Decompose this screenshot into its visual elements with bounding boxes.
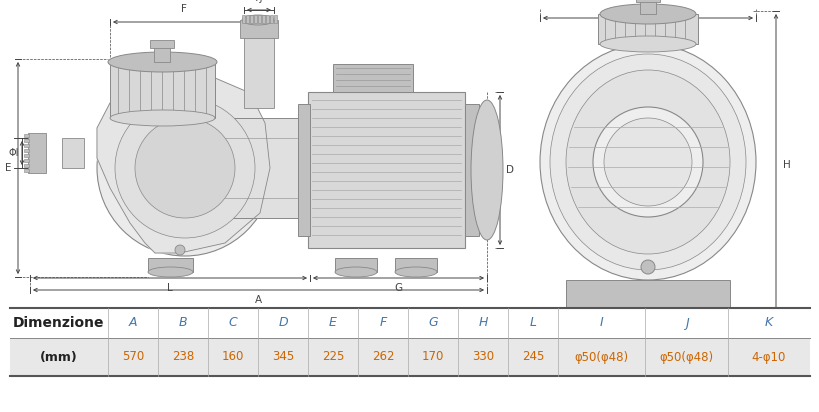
- Text: E: E: [328, 316, 337, 330]
- Bar: [308, 92, 464, 248]
- Ellipse shape: [395, 267, 437, 277]
- Ellipse shape: [470, 100, 502, 240]
- Ellipse shape: [147, 267, 192, 277]
- Bar: [24, 159, 29, 162]
- Bar: [110, 62, 215, 118]
- Bar: [24, 164, 29, 167]
- Ellipse shape: [110, 110, 215, 126]
- Text: L: L: [167, 283, 173, 293]
- Bar: [258, 15, 260, 23]
- Bar: [597, 14, 697, 44]
- Bar: [10, 308, 809, 338]
- Ellipse shape: [97, 80, 273, 256]
- Bar: [62, 138, 84, 168]
- Bar: [24, 144, 29, 147]
- Bar: [639, 0, 655, 14]
- Text: Dimenzione: Dimenzione: [13, 316, 105, 330]
- Bar: [297, 104, 310, 236]
- Ellipse shape: [550, 54, 745, 270]
- Bar: [24, 154, 29, 157]
- Text: I: I: [599, 316, 603, 330]
- Bar: [395, 258, 437, 272]
- Bar: [28, 133, 46, 173]
- Text: 345: 345: [272, 351, 294, 363]
- Ellipse shape: [592, 107, 702, 217]
- Ellipse shape: [540, 44, 755, 280]
- Bar: [335, 258, 377, 272]
- Ellipse shape: [242, 15, 274, 25]
- Bar: [333, 64, 413, 92]
- Text: 262: 262: [371, 351, 394, 363]
- Text: 160: 160: [222, 351, 244, 363]
- Text: B: B: [644, 0, 651, 10]
- Text: (mm): (mm): [40, 351, 78, 363]
- Ellipse shape: [115, 98, 255, 238]
- Ellipse shape: [600, 36, 695, 52]
- Text: H: H: [782, 160, 790, 170]
- Text: D: D: [505, 165, 514, 175]
- Text: K: K: [649, 289, 655, 299]
- Ellipse shape: [604, 118, 691, 206]
- Bar: [265, 15, 269, 23]
- Text: L: L: [529, 316, 536, 330]
- Text: F: F: [181, 4, 187, 14]
- Bar: [10, 338, 809, 376]
- Bar: [244, 33, 274, 108]
- Text: ΦJ: ΦJ: [252, 0, 263, 3]
- Text: φ50(φ48): φ50(φ48): [574, 351, 628, 363]
- Polygon shape: [97, 78, 269, 253]
- Ellipse shape: [335, 267, 377, 277]
- Bar: [274, 15, 277, 23]
- Text: E: E: [6, 163, 12, 173]
- Text: 238: 238: [172, 351, 194, 363]
- Bar: [154, 44, 170, 62]
- Bar: [24, 149, 29, 152]
- Bar: [557, 307, 737, 319]
- Bar: [250, 15, 253, 23]
- Text: 4-φ10: 4-φ10: [751, 351, 785, 363]
- Bar: [24, 139, 29, 142]
- Bar: [147, 258, 192, 272]
- Text: G: G: [394, 283, 402, 293]
- Ellipse shape: [174, 245, 185, 255]
- Bar: [269, 15, 273, 23]
- Text: A: A: [255, 295, 262, 305]
- Bar: [24, 169, 29, 172]
- Bar: [240, 20, 278, 38]
- Text: 170: 170: [421, 351, 444, 363]
- Text: ΦI: ΦI: [9, 148, 19, 158]
- Text: K: K: [764, 316, 772, 330]
- Ellipse shape: [135, 118, 235, 218]
- Ellipse shape: [600, 4, 695, 24]
- Text: J: J: [684, 316, 687, 330]
- Bar: [151, 40, 174, 48]
- Bar: [242, 15, 245, 23]
- Bar: [246, 15, 249, 23]
- Bar: [464, 104, 478, 236]
- Text: B: B: [179, 316, 187, 330]
- Text: 330: 330: [472, 351, 494, 363]
- Text: D: D: [278, 316, 287, 330]
- Text: 570: 570: [122, 351, 144, 363]
- Bar: [224, 118, 310, 218]
- Bar: [565, 280, 729, 307]
- Text: φ50(φ48): φ50(φ48): [658, 351, 713, 363]
- Ellipse shape: [108, 52, 217, 72]
- Text: C: C: [229, 316, 237, 330]
- Text: C: C: [599, 289, 606, 299]
- Bar: [24, 134, 29, 137]
- Bar: [254, 15, 256, 23]
- Ellipse shape: [565, 70, 729, 254]
- Text: G: G: [428, 316, 437, 330]
- Text: F: F: [379, 316, 386, 330]
- Text: 245: 245: [521, 351, 544, 363]
- Ellipse shape: [640, 260, 654, 274]
- Bar: [262, 15, 265, 23]
- Text: 225: 225: [321, 351, 344, 363]
- Bar: [636, 0, 659, 2]
- Text: H: H: [477, 316, 487, 330]
- Text: A: A: [129, 316, 137, 330]
